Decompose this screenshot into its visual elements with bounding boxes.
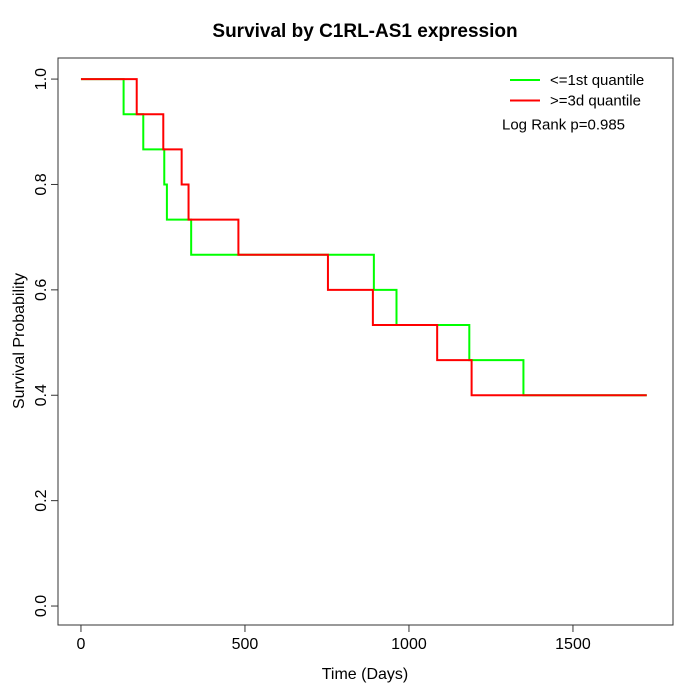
y-tick-label: 1.0 (33, 68, 50, 90)
legend: <=1st quantile >=3d quantile Log Rank p=… (502, 72, 644, 134)
x-tick-label: 500 (232, 636, 259, 653)
x-tick-label: 0 (77, 636, 86, 653)
y-tick-label: 0.6 (33, 279, 50, 301)
log-rank-p-value: Log Rank p=0.985 (502, 117, 625, 134)
legend-label-third-quantile: >=3d quantile (550, 93, 641, 110)
x-axis-label: Time (Days) (322, 666, 409, 683)
x-tick-label: 1000 (391, 636, 427, 653)
y-tick-label: 0.0 (33, 595, 50, 617)
y-axis-label: Survival Probability (11, 273, 28, 409)
x-tick-label: 1500 (555, 636, 591, 653)
km-step-curve-0 (80, 78, 647, 397)
plot-box (57, 57, 674, 626)
legend-label-first-quantile: <=1st quantile (550, 72, 644, 89)
chart-title: Survival by C1RL-AS1 expression (212, 21, 517, 42)
km-step-curve-1 (80, 78, 647, 397)
y-tick-label: 0.4 (33, 384, 50, 406)
y-tick-label: 0.8 (33, 173, 50, 195)
y-tick-label: 0.2 (33, 489, 50, 511)
plot-area: 0 500 1000 1500 0.0 0.2 0.4 0.6 0.8 1.0 (33, 57, 674, 653)
